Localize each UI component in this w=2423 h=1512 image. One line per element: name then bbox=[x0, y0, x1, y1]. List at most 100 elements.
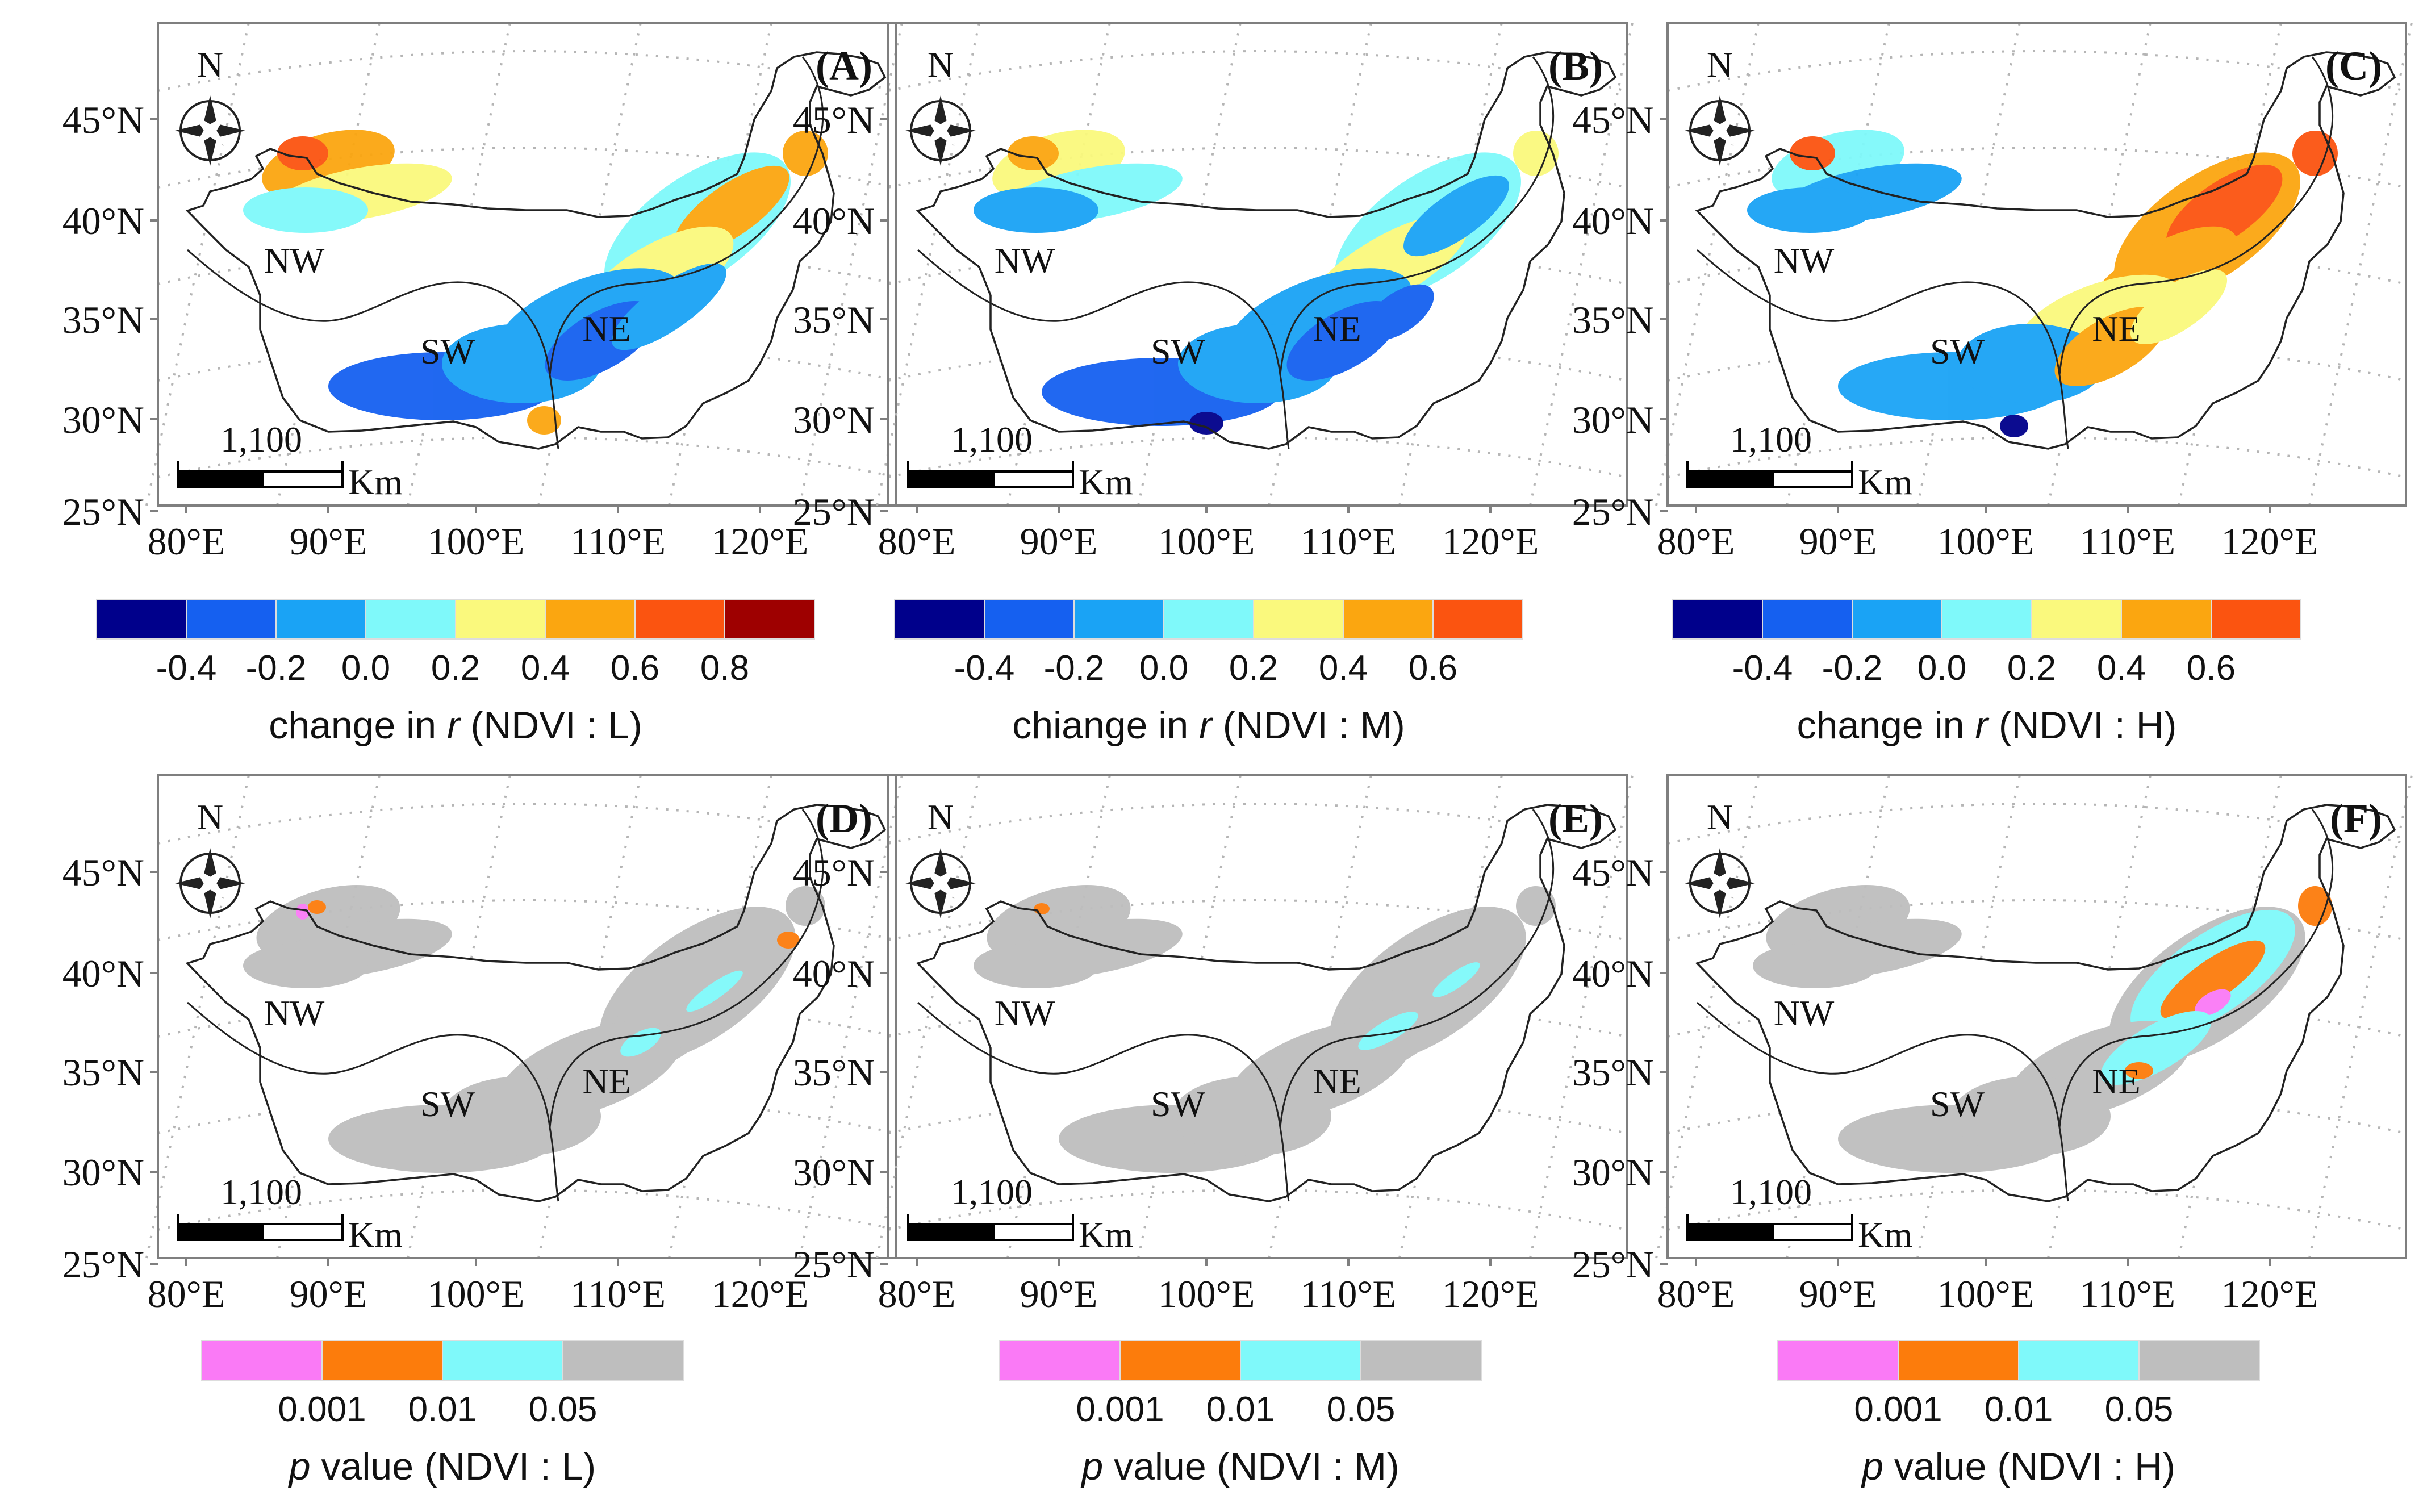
legend-swatch bbox=[1343, 599, 1434, 640]
legend-swatch bbox=[201, 1340, 323, 1381]
legend-tick-label: 0.05 bbox=[1327, 1390, 1396, 1429]
graticule-line bbox=[1529, 775, 1634, 1259]
scale-unit: Km bbox=[1079, 462, 1133, 502]
lon-tick-label: 80°E bbox=[1657, 520, 1735, 563]
legend-swatch bbox=[545, 599, 636, 640]
lon-tick-label: 80°E bbox=[878, 1272, 956, 1315]
lon-tick-label: 90°E bbox=[1799, 1272, 1877, 1315]
lat-tick-label: 25°N bbox=[1572, 1243, 1654, 1286]
legend-tick-label: -0.4 bbox=[954, 649, 1015, 688]
legend: 0.001 0.01 0.05 p value (NDVI : H) bbox=[1777, 1340, 2260, 1488]
legend-title: chiange in r (NDVI : M) bbox=[1012, 704, 1405, 747]
lat-tick-label: 25°N bbox=[793, 1243, 875, 1286]
legend-tick-label: 0.6 bbox=[2187, 649, 2236, 688]
legend-swatch bbox=[2121, 599, 2212, 640]
legend-swatch bbox=[1240, 1340, 1361, 1381]
region-label-nw: NW bbox=[1774, 240, 1835, 281]
scale-bar-white bbox=[992, 470, 1074, 488]
graticule-line bbox=[799, 775, 903, 1259]
north-arrow-icon bbox=[1685, 95, 1755, 166]
legend-tick-label: 0.6 bbox=[1409, 649, 1457, 688]
scale-bar-black bbox=[177, 470, 264, 488]
lon-tick-label: 100°E bbox=[1158, 520, 1255, 563]
legend-swatch bbox=[365, 599, 456, 640]
panel-label: (F) bbox=[2330, 796, 2382, 841]
legend-title-suffix: value (NDVI : H) bbox=[1883, 1445, 2175, 1488]
data-patch bbox=[1952, 1076, 2111, 1156]
lat-tick-label: 30°N bbox=[793, 398, 875, 441]
map-panel: 45°N40°N35°N30°N25°N80°E 90°E 100°E 110°E 12… bbox=[1572, 22, 2413, 563]
data-patch bbox=[612, 263, 726, 350]
scale-label: 1,100 bbox=[220, 419, 302, 460]
lon-tick-label: 110°E bbox=[1301, 520, 1396, 563]
legend-swatch bbox=[1073, 599, 1164, 640]
legend-swatch bbox=[1852, 599, 1942, 640]
legend-tick-label: -0.2 bbox=[246, 649, 307, 688]
legend-swatch bbox=[1432, 599, 1523, 640]
legend-title-suffix: value (NDVI : M) bbox=[1103, 1445, 1399, 1488]
legend-swatch bbox=[894, 599, 985, 640]
legend-swatch bbox=[1672, 599, 1763, 640]
north-label: N bbox=[1707, 797, 1733, 837]
north-arrow-icon bbox=[1685, 848, 1755, 918]
north-arrow-icon bbox=[905, 95, 976, 166]
legend-swatch bbox=[2018, 1340, 2140, 1381]
scale-bar-white bbox=[1772, 1223, 1853, 1241]
data-patch bbox=[686, 970, 743, 1012]
scale-bar-black bbox=[177, 1223, 264, 1241]
legend-swatch bbox=[562, 1340, 684, 1381]
data-layer bbox=[243, 884, 825, 1173]
graticule-line bbox=[1655, 22, 1760, 506]
legend-title: change in r (NDVI : H) bbox=[1797, 704, 2177, 747]
compass-star-inner bbox=[1703, 867, 1736, 900]
data-patch bbox=[786, 886, 825, 926]
scale-bar-black bbox=[907, 1223, 995, 1241]
region-label-nw: NW bbox=[1774, 993, 1835, 1033]
map-panel: 45°N40°N35°N30°N25°N80°E 90°E 100°E 110°E 12… bbox=[62, 22, 903, 563]
panel-frame bbox=[157, 22, 897, 507]
lon-tick-label: 120°E bbox=[712, 1272, 809, 1315]
legend-swatch bbox=[724, 599, 815, 640]
lon-tick-label: 110°E bbox=[2080, 1272, 2175, 1315]
data-patch bbox=[2195, 989, 2231, 1016]
scale-label: 1,100 bbox=[951, 1172, 1033, 1212]
legend-swatch bbox=[96, 599, 187, 640]
lon-tick-label: 90°E bbox=[1799, 520, 1877, 563]
legend-tick-label: 0.0 bbox=[1139, 649, 1188, 688]
compass-star-inner bbox=[924, 114, 957, 147]
region-label-ne: NE bbox=[2092, 1061, 2140, 1101]
lon-tick-label: 90°E bbox=[1020, 520, 1098, 563]
lon-tick-label: 90°E bbox=[1020, 1272, 1098, 1315]
legend-title-prefix: change in bbox=[1797, 704, 1975, 747]
data-patch bbox=[1358, 1012, 1418, 1050]
legend-tick-label: 0.4 bbox=[1319, 649, 1368, 688]
lon-tick-label: 90°E bbox=[290, 1272, 367, 1315]
scale-unit: Km bbox=[1858, 462, 1912, 502]
scale-bar-white bbox=[992, 1223, 1074, 1241]
legend-tick-label: 0.6 bbox=[611, 649, 659, 688]
lat-tick-label: 45°N bbox=[62, 98, 144, 141]
legend-swatch bbox=[1253, 599, 1344, 640]
map-panel: 45°N40°N35°N30°N25°N80°E 90°E 100°E 110°E 12… bbox=[62, 774, 903, 1315]
legend-tick-label: -0.2 bbox=[1822, 649, 1883, 688]
lon-tick-label: 100°E bbox=[428, 1272, 525, 1315]
legend-swatch bbox=[186, 599, 277, 640]
data-patch bbox=[2298, 886, 2332, 926]
data-patch bbox=[777, 932, 800, 949]
panel-label: (A) bbox=[816, 43, 872, 89]
region-label-nw: NW bbox=[264, 993, 325, 1033]
legend-title: change in r (NDVI : L) bbox=[269, 704, 642, 747]
legend-tick-label: 0.2 bbox=[431, 649, 480, 688]
panel-label: (B) bbox=[1548, 43, 1603, 89]
region-label-sw: SW bbox=[1151, 1084, 1206, 1124]
north-label: N bbox=[197, 44, 223, 85]
lat-tick-label: 30°N bbox=[1572, 398, 1654, 441]
lat-tick-label: 45°N bbox=[62, 851, 144, 894]
lat-tick-label: 40°N bbox=[1572, 199, 1654, 243]
region-label-nw: NW bbox=[264, 240, 325, 281]
legend-title: p value (NDVI : L) bbox=[288, 1445, 596, 1488]
lat-tick-label: 35°N bbox=[62, 298, 144, 341]
legend-title-symbol: p bbox=[1080, 1445, 1103, 1488]
